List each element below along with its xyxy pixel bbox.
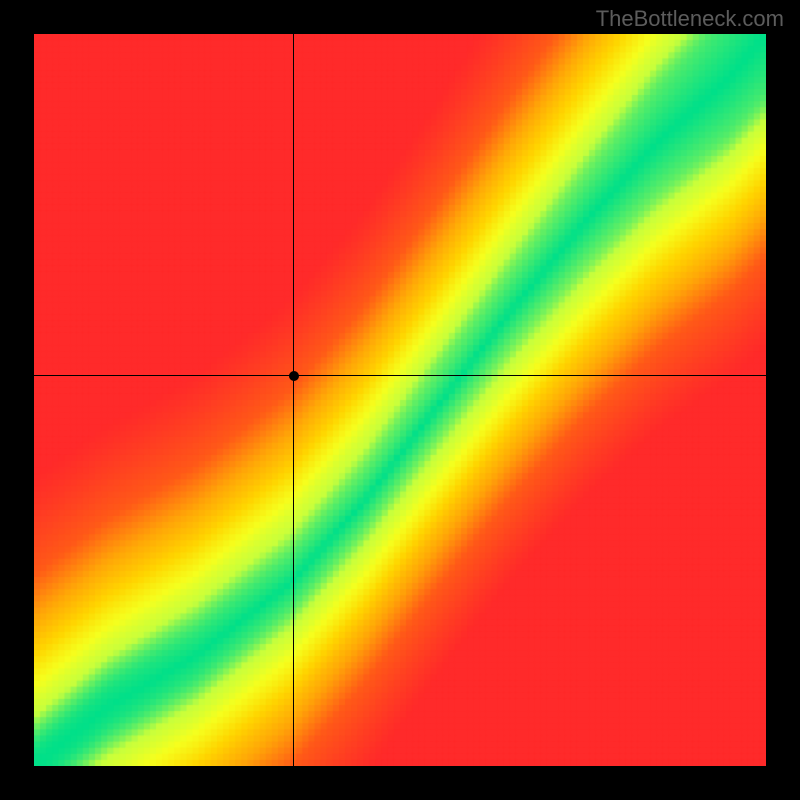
chart-stage: TheBottleneck.com	[0, 0, 800, 800]
watermark-text: TheBottleneck.com	[596, 6, 784, 32]
bottleneck-heatmap	[34, 34, 766, 766]
